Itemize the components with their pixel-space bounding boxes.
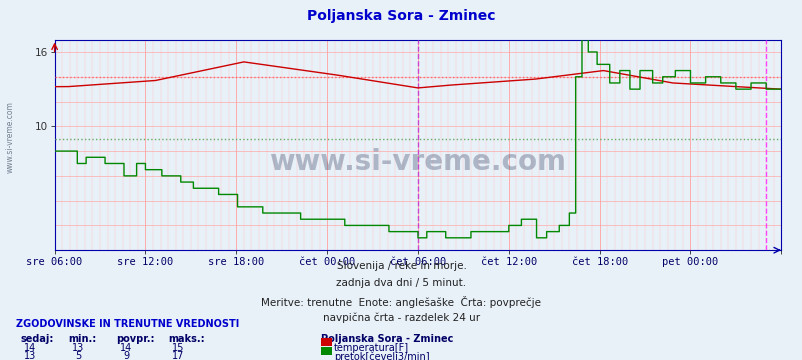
Text: Slovenija / reke in morje.: Slovenija / reke in morje.: [336, 261, 466, 271]
Text: min.:: min.:: [68, 334, 96, 344]
Text: 9: 9: [123, 351, 129, 360]
Text: 14: 14: [119, 343, 132, 353]
Text: 13: 13: [23, 351, 36, 360]
Text: 14: 14: [23, 343, 36, 353]
Text: temperatura[F]: temperatura[F]: [334, 343, 409, 353]
Text: ZGODOVINSKE IN TRENUTNE VREDNOSTI: ZGODOVINSKE IN TRENUTNE VREDNOSTI: [16, 319, 239, 329]
Text: pretok[čevelj3/min]: pretok[čevelj3/min]: [334, 352, 429, 360]
Text: Poljanska Sora - Zminec: Poljanska Sora - Zminec: [321, 334, 453, 344]
Text: Meritve: trenutne  Enote: anglešaške  Črta: povprečje: Meritve: trenutne Enote: anglešaške Črta…: [261, 296, 541, 307]
Text: 17: 17: [172, 351, 184, 360]
Text: 15: 15: [172, 343, 184, 353]
Text: 13: 13: [71, 343, 84, 353]
Text: navpična črta - razdelek 24 ur: navpična črta - razdelek 24 ur: [322, 313, 480, 323]
Text: sedaj:: sedaj:: [20, 334, 54, 344]
Text: maks.:: maks.:: [168, 334, 205, 344]
Text: zadnja dva dni / 5 minut.: zadnja dva dni / 5 minut.: [336, 278, 466, 288]
Text: povpr.:: povpr.:: [116, 334, 155, 344]
Text: Poljanska Sora - Zminec: Poljanska Sora - Zminec: [307, 9, 495, 23]
Text: www.si-vreme.com: www.si-vreme.com: [6, 101, 14, 173]
Text: 5: 5: [75, 351, 81, 360]
Text: www.si-vreme.com: www.si-vreme.com: [269, 148, 565, 176]
